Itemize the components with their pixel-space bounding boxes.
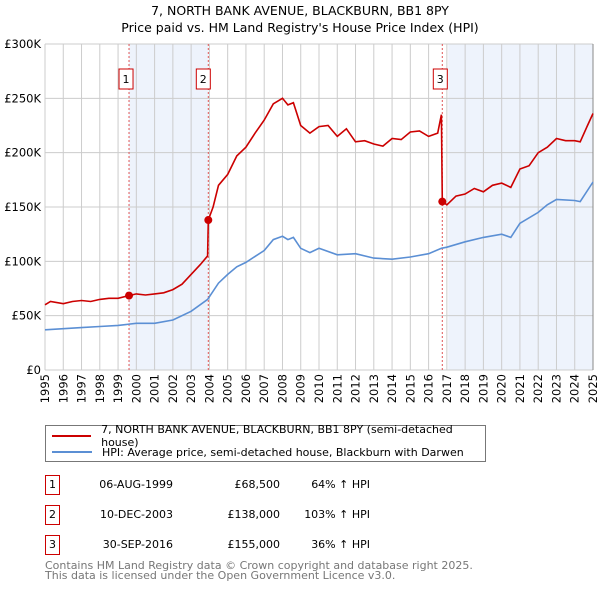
transaction-price: £68,500 [234,478,281,491]
transaction-date: 30-SEP-2016 [102,538,173,551]
x-tick-label: 1995 [38,374,52,403]
y-tick-label: £0 [26,363,41,377]
x-tick-label: 1998 [93,374,107,403]
transaction-row: 1 06-AUG-1999 £68,500 64% ↑ HPI [45,475,545,495]
transaction-date: 10-DEC-2003 [99,508,173,521]
x-tick-label: 2011 [330,374,344,403]
chart-subtitle: Price paid vs. HM Land Registry's House … [121,20,479,35]
sale-label-box-3 [432,68,448,90]
x-tick-label: 2016 [422,374,436,403]
transaction-row: 2 10-DEC-2003 £138,000 103% ↑ HPI [45,505,545,525]
x-tick-label: 2009 [294,374,308,403]
y-tick-label: £100K [4,254,41,268]
x-tick-label: 2025 [586,374,600,403]
sale-label-text: 2 [200,73,207,86]
price-chart: 1995 1996 1997 1998 1999 2000 2001 2002 2003 2004… [4,37,600,403]
x-tick-label: 2007 [257,374,271,403]
transaction-number-badge: 1 [45,475,60,495]
transaction-hpi-change: 36% ↑ HPI [311,538,370,551]
y-tick-label: £200K [4,146,41,160]
x-tick-label: 2020 [495,374,509,403]
transaction-price: £155,000 [227,538,281,551]
x-tick-label: 2006 [239,374,253,403]
y-tick-label: £50K [12,309,42,323]
transaction-number-badge: 3 [45,535,60,555]
x-tick-label: 2023 [549,374,563,403]
legend-item-price: 7, NORTH BANK AVENUE, BLACKBURN, BB1 8PY… [46,423,485,449]
sale-label-box-1 [118,68,134,90]
x-tick-label: 2005 [221,374,235,403]
x-tick-label: 2012 [349,374,363,403]
chart-title: 7, NORTH BANK AVENUE, BLACKBURN, BB1 8PY [151,3,449,18]
x-tick-label: 2017 [440,374,454,403]
x-tick-label: 2003 [184,374,198,403]
transaction-hpi-change: 64% ↑ HPI [311,478,370,491]
price-paid-line [44,97,594,306]
transaction-price: £138,000 [227,508,281,521]
sale-label-text: 1 [123,73,130,86]
x-tick-label: 2018 [458,374,472,403]
legend-swatch-hpi [52,451,92,453]
x-tick-label: 2000 [129,374,143,403]
transaction-number-badge: 2 [45,505,60,525]
sale-point-3 [438,197,447,206]
sale-point-1 [125,291,134,300]
sale-point-2 [204,216,213,225]
footer-copyright: Contains HM Land Registry data © Crown c… [45,559,473,572]
x-tick-label: 2004 [202,374,216,403]
x-tick-label: 2013 [367,374,381,403]
y-tick-label: £250K [4,91,41,105]
x-tick-label: 2002 [166,374,180,403]
legend-swatch-price [52,435,92,437]
sale-label-box-2 [195,68,211,90]
x-tick-label: 1997 [75,374,89,403]
x-tick-label: 2014 [385,374,399,403]
x-tick-label: 1999 [111,374,125,403]
x-tick-label: 2010 [312,374,326,403]
x-tick-label: 2019 [476,374,490,403]
y-tick-label: £300K [4,37,41,51]
legend-label-hpi: HPI: Average price, semi-detached house,… [102,445,464,459]
legend-label-price: 7, NORTH BANK AVENUE, BLACKBURN, BB1 8PY… [101,423,453,449]
x-tick-label: 2015 [403,374,417,403]
x-tick-label: 2001 [148,374,162,403]
legend-item-hpi: HPI: Average price, semi-detached house,… [46,444,464,460]
x-tick-label: 1996 [56,374,70,403]
sale-label-text: 3 [437,73,444,86]
y-tick-label: £150K [4,200,41,214]
x-tick-label: 2021 [513,374,527,403]
x-tick-label: 2024 [568,374,582,403]
transaction-date: 06-AUG-1999 [99,478,173,491]
legend: 7, NORTH BANK AVENUE, BLACKBURN, BB1 8PY… [45,423,486,462]
x-tick-label: 2008 [275,374,289,403]
x-tick-label: 2022 [531,374,545,403]
footer-licence: This data is licensed under the Open Gov… [45,569,396,582]
hpi-line [44,181,594,331]
transaction-hpi-change: 103% ↑ HPI [304,508,370,521]
transaction-row: 3 30-SEP-2016 £155,000 36% ↑ HPI [45,535,545,555]
